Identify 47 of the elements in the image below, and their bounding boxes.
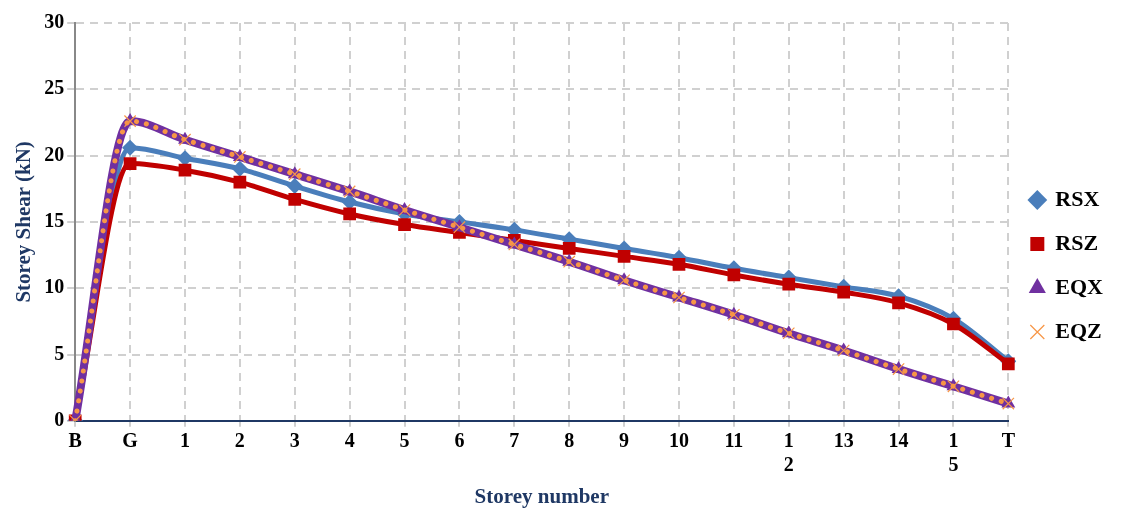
y-tick-label: 25 <box>44 76 65 99</box>
legend-label: EQZ <box>1055 317 1102 343</box>
point <box>343 207 357 221</box>
point <box>947 317 960 331</box>
x-tick-label: 1 5 <box>948 428 959 475</box>
x-tick-label: T <box>1001 428 1016 451</box>
point <box>837 285 851 299</box>
point <box>122 139 139 156</box>
x-tick-label: 7 <box>509 428 520 451</box>
y-tick-label: 15 <box>44 209 65 232</box>
legend-label: RSX <box>1055 185 1100 211</box>
x-tick-label: 5 <box>399 428 410 451</box>
point <box>286 178 303 195</box>
x-tick-label: 2 <box>234 428 245 451</box>
y-tick-label: 30 <box>44 10 65 33</box>
point <box>398 218 411 231</box>
legend-label: RSZ <box>1055 229 1099 255</box>
y-tick-label: 0 <box>54 407 65 430</box>
y-tick-label: 20 <box>44 142 65 165</box>
y-axis-title: Storey Shear (kN) <box>11 141 36 303</box>
point <box>672 257 686 271</box>
x-tick-label: 3 <box>289 428 300 451</box>
point <box>782 277 796 291</box>
x-axis-title: Storey number <box>474 483 609 508</box>
y-tick-label: 10 <box>44 275 65 298</box>
x-tick-label: 10 <box>668 428 689 451</box>
x-tick-label: G <box>122 428 139 451</box>
point <box>178 163 192 177</box>
x-tick-label: 6 <box>454 428 465 451</box>
y-tick-label: 5 <box>54 341 65 364</box>
point <box>288 192 302 206</box>
x-tick-label: 11 <box>724 428 744 451</box>
point <box>1001 357 1015 371</box>
x-tick-label: B <box>68 428 82 451</box>
x-tick-label: 1 <box>179 428 190 451</box>
x-tick-label: 14 <box>888 428 909 451</box>
point <box>617 250 631 263</box>
x-tick-label: 9 <box>619 428 630 451</box>
x-tick-label: 13 <box>833 428 854 451</box>
x-tick-label: 1 2 <box>783 428 794 475</box>
legend-label: EQX <box>1055 273 1104 299</box>
point <box>123 157 137 170</box>
x-tick-label: 4 <box>344 428 355 451</box>
x-tick-label: 8 <box>564 428 575 451</box>
point <box>892 296 905 310</box>
point <box>231 160 248 177</box>
point <box>562 242 576 255</box>
